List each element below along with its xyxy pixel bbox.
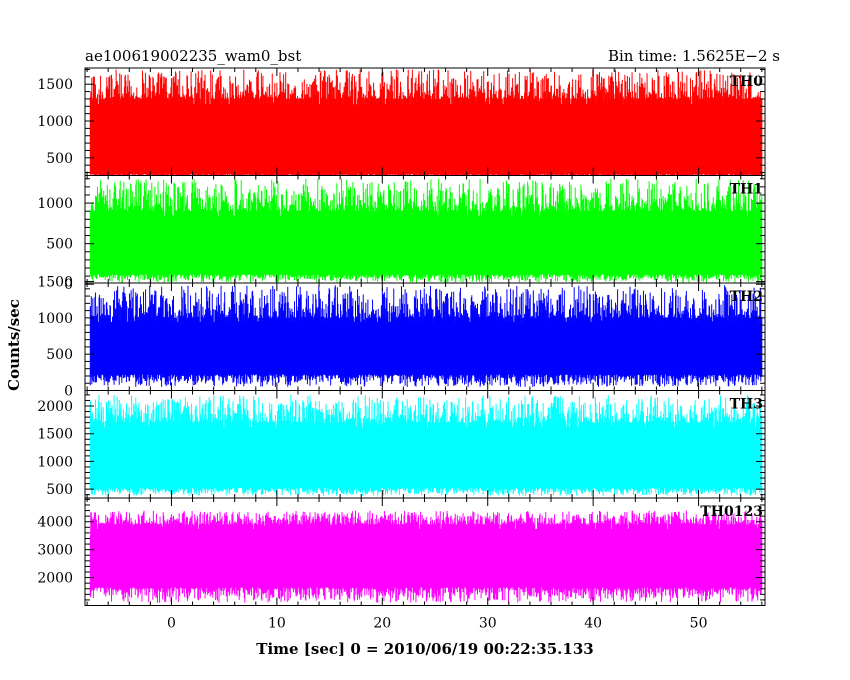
series-band-th1	[90, 215, 762, 274]
y-tick-label: 500	[46, 482, 73, 498]
y-tick-label: 500	[46, 347, 73, 363]
panel-label-th1: TH1	[730, 182, 763, 198]
y-tick-label: 1000	[37, 311, 73, 327]
series-band-th2	[90, 321, 762, 374]
y-tick-label: 2000	[37, 571, 73, 587]
y-tick-label: 1500	[37, 427, 73, 443]
y-tick-label: 1000	[37, 196, 73, 212]
y-tick-label: 3000	[37, 543, 73, 559]
y-tick-label: 4000	[37, 515, 73, 531]
x-axis: 0 10 20 30 40 50	[167, 616, 708, 632]
x-tick-label: 20	[373, 616, 391, 632]
panels-group: 500 1000 1500 TH0 0 500 1000 TH1 0 500 1000 1500 TH2…	[37, 67, 766, 606]
x-tick-label: 10	[268, 616, 286, 632]
panel-label-th2: TH2	[730, 289, 763, 305]
x-tick-label: 0	[167, 616, 176, 632]
panel-th1: 0 500 1000 TH1	[37, 175, 766, 293]
panel-th3: 500 1000 1500 2000 TH3	[37, 390, 766, 499]
y-tick-label: 1500	[37, 77, 73, 93]
series-band-th0123	[90, 528, 762, 585]
panel-th0123: 2000 3000 4000 TH0123	[37, 497, 766, 606]
x-tick-label: 40	[584, 616, 602, 632]
x-tick-label: 50	[690, 616, 708, 632]
y-tick-label: 1000	[37, 454, 73, 470]
series-band-th0	[90, 104, 762, 173]
y-tick-label: 1000	[37, 114, 73, 130]
y-tick-label: 0	[64, 277, 73, 293]
series-band-th3	[90, 427, 762, 487]
y-tick-label: 1500	[37, 275, 73, 291]
plot-title-right: Bin time: 1.5625E−2 s	[608, 47, 780, 65]
panel-th0: 500 1000 1500 TH0	[37, 67, 766, 176]
panel-frame	[84, 497, 766, 606]
y-tick-label: 500	[46, 237, 73, 253]
panel-label-th0: TH0	[730, 74, 764, 90]
panel-label-th0123: TH0123	[700, 504, 763, 520]
panel-th2: 0 500 1000 1500 TH2	[37, 275, 766, 400]
y-tick-label: 500	[46, 151, 73, 167]
y-axis-title: Counts/sec	[5, 299, 23, 391]
x-tick-label: 30	[479, 616, 497, 632]
x-axis-title: Time [sec] 0 = 2010/06/19 00:22:35.133	[256, 640, 593, 658]
y-tick-label: 0	[64, 384, 73, 400]
plot-title-left: ae100619002235_wam0_bst	[85, 47, 301, 65]
y-tick-label: 2000	[37, 399, 73, 415]
panel-label-th3: TH3	[730, 397, 763, 413]
